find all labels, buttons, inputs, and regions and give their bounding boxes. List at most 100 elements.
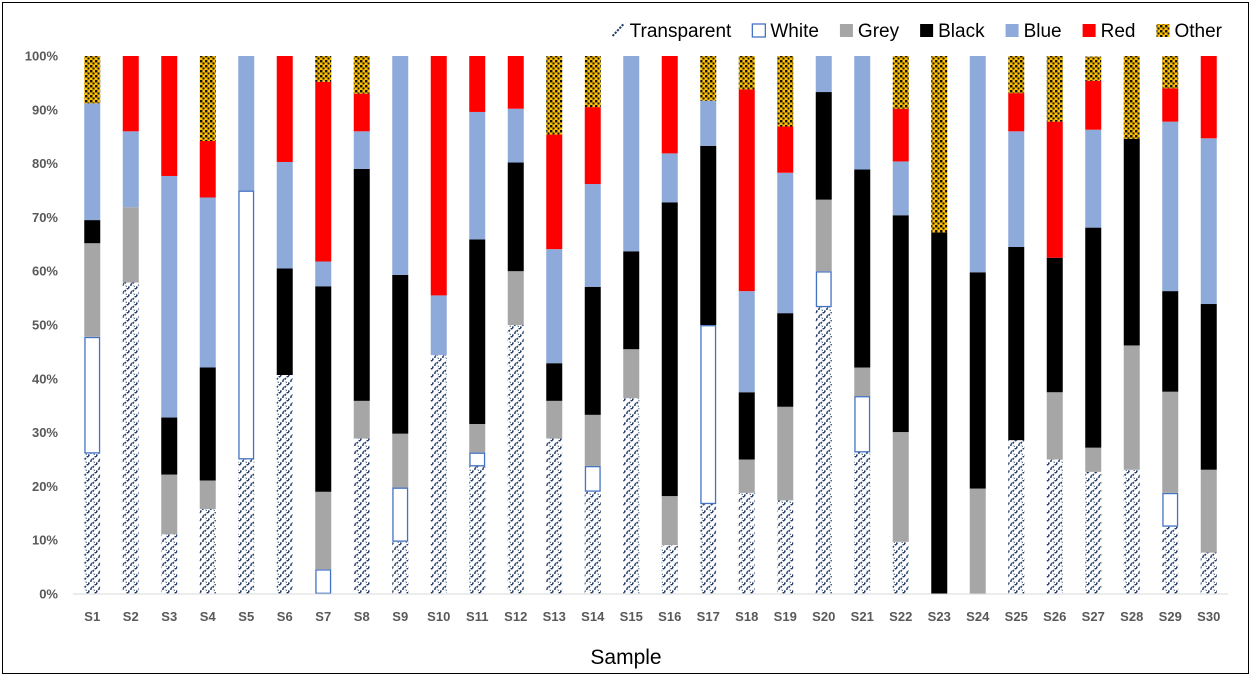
legend-swatch-red (1082, 24, 1096, 37)
bar-segment-grey (199, 480, 216, 509)
bar-segment-red (1085, 80, 1102, 130)
legend-swatch-other (1156, 24, 1170, 37)
x-tick-label: S23 (928, 609, 951, 624)
bar-segment-blue (661, 153, 678, 203)
bar-segment-red (1162, 88, 1179, 122)
legend-label: Other (1174, 21, 1222, 42)
bar-segment-transparent (430, 355, 447, 594)
x-tick-label: S6 (277, 609, 293, 624)
bar-stack-s24 (969, 56, 986, 594)
bar-segment-blue (315, 261, 332, 287)
bar-segment-other (1085, 56, 1102, 81)
y-tick-label: 60% (32, 264, 58, 279)
bar-segment-other (584, 56, 601, 108)
bar-segment-blue (392, 56, 409, 275)
bar-segment-grey (161, 474, 178, 535)
bar-segment-red (353, 93, 370, 132)
x-tick-label: S17 (697, 609, 720, 624)
legend-item-other: Other (1156, 21, 1223, 42)
bar-segment-blue (507, 108, 524, 163)
bar-stack-s19 (777, 56, 794, 594)
bar-stack-s3 (161, 56, 178, 594)
bar-segment-transparent (469, 466, 486, 594)
bar-segment-grey (1200, 469, 1217, 553)
legend-item-transparent: Transparent (611, 21, 732, 42)
bar-segment-other (700, 56, 717, 101)
x-tick-label: S28 (1120, 609, 1143, 624)
bar-segment-red (507, 56, 524, 109)
bar-segment-transparent (84, 453, 101, 594)
bar-segment-red (276, 56, 293, 162)
bar-segment-other (1162, 56, 1179, 89)
bar-segment-transparent (1008, 440, 1025, 594)
bar-segment-transparent (661, 545, 678, 594)
bar-segment-grey (84, 243, 101, 337)
bar-stack-s16 (661, 56, 678, 594)
bar-stack-s6 (276, 56, 293, 594)
x-tick-label: S4 (200, 609, 217, 624)
bar-segment-blue (546, 249, 563, 364)
bar-segment-blue (777, 172, 794, 314)
bar-segment-grey (584, 414, 601, 466)
x-tick-label: S19 (774, 609, 797, 624)
bar-segment-transparent (161, 534, 178, 594)
bar-segment-grey (1123, 345, 1140, 470)
bar-segment-transparent (507, 325, 524, 594)
bar-segment-grey (1046, 392, 1063, 460)
legend-swatch-transparent (611, 23, 625, 37)
legend-item-white: White (751, 21, 819, 42)
bar-segment-black (1046, 257, 1063, 393)
bar-segment-white (854, 396, 871, 453)
bar-stack-s18 (738, 56, 755, 594)
bar-segment-grey (546, 400, 563, 439)
bar-segment-grey (507, 271, 524, 325)
bar-segment-transparent (238, 459, 255, 594)
bar-segment-transparent (584, 491, 601, 594)
bar-segment-grey (854, 367, 871, 397)
bar-segment-blue (1085, 129, 1102, 228)
bar-stack-s17 (700, 56, 717, 594)
y-tick-label: 20% (32, 479, 58, 494)
y-tick-label: 80% (32, 156, 58, 171)
bar-segment-red (777, 126, 794, 173)
bar-segment-other (1046, 56, 1063, 122)
bar-stack-s26 (1046, 56, 1063, 594)
x-tick-label: S27 (1082, 609, 1105, 624)
bar-segment-grey (122, 207, 139, 283)
y-tick-label: 10% (32, 533, 58, 548)
bar-stack-s10 (430, 56, 447, 594)
bar-segment-black (469, 239, 486, 424)
bar-stack-s5 (238, 56, 255, 594)
bar-segment-black (161, 417, 178, 475)
legend-swatch-black (920, 24, 934, 37)
bar-segment-red (1046, 121, 1063, 258)
bar-segment-blue (584, 184, 601, 287)
bar-segment-black (623, 251, 640, 350)
bar-segment-blue (276, 161, 293, 269)
bar-segment-black (199, 367, 216, 481)
bar-segment-grey (815, 199, 832, 272)
bar-segment-red (892, 108, 909, 162)
legend-label: Grey (858, 21, 900, 42)
legend-swatch-grey (839, 24, 853, 37)
x-tick-label: S13 (543, 609, 566, 624)
bar-segment-blue (161, 175, 178, 418)
bar-segment-black (700, 145, 717, 325)
bar-segment-transparent (1162, 526, 1179, 594)
bar-segment-other (84, 56, 101, 104)
bar-stack-s12 (507, 56, 524, 594)
legend-label: White (770, 21, 819, 42)
y-tick-label: 70% (32, 210, 58, 225)
x-tick-label: S3 (161, 609, 177, 624)
bar-segment-transparent (854, 452, 871, 594)
bar-segment-grey (1085, 447, 1102, 472)
bar-stack-s11 (469, 56, 486, 594)
bar-segment-other (315, 56, 332, 82)
bar-stack-s20 (815, 56, 832, 594)
x-axis-title: Sample (590, 646, 661, 669)
x-tick-label: S10 (427, 609, 450, 624)
x-tick-label: S29 (1159, 609, 1182, 624)
bar-segment-blue (1008, 131, 1025, 247)
bar-stack-s14 (584, 56, 601, 594)
bar-segment-other (777, 56, 794, 127)
